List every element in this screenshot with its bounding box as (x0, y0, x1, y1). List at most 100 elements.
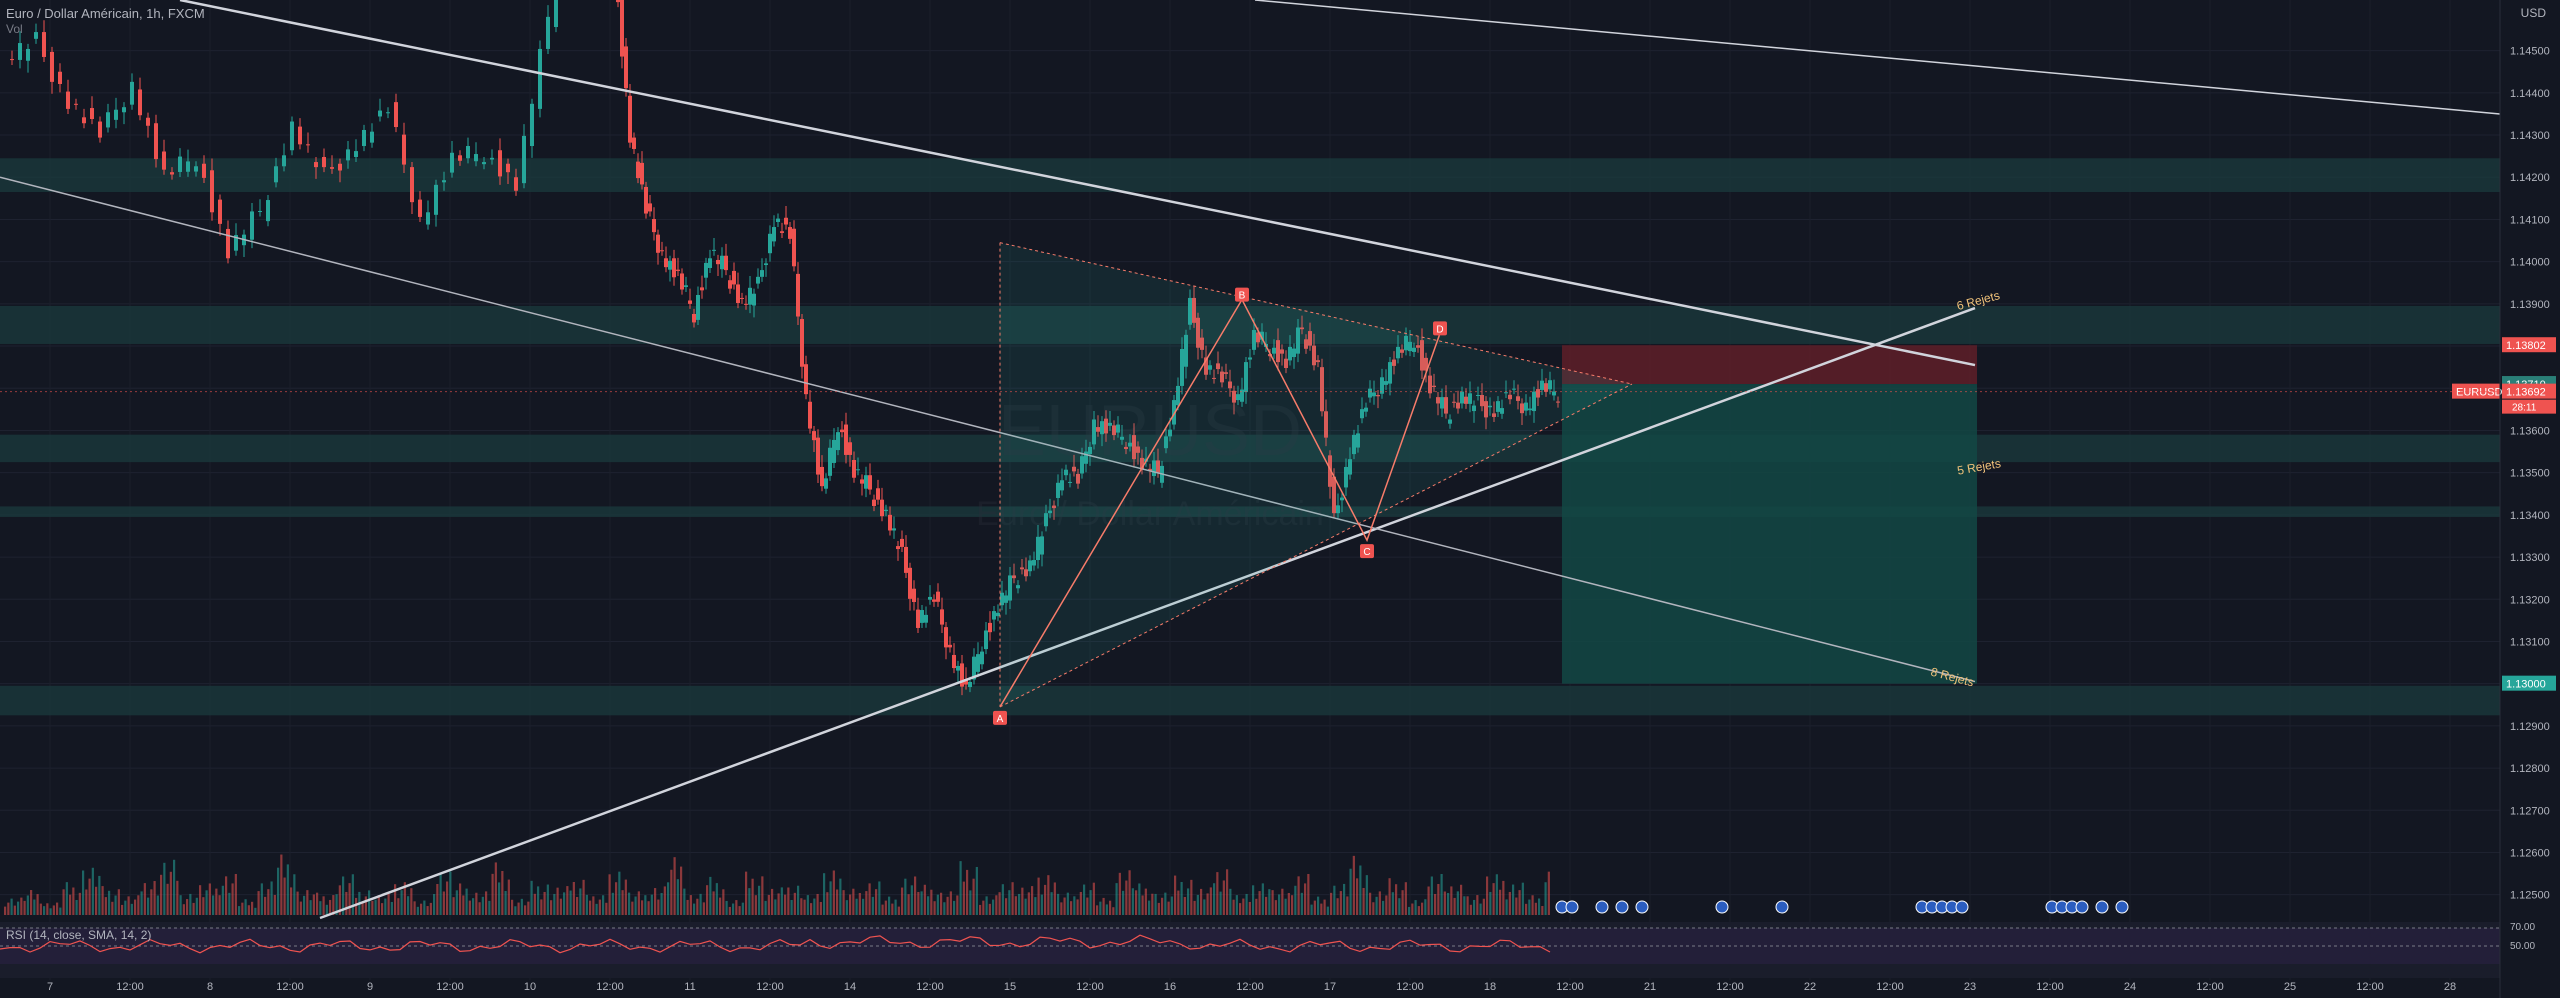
volume-bar (111, 901, 114, 915)
candle-body (1088, 446, 1092, 455)
volume-bar (959, 861, 962, 915)
volume-bar (1024, 898, 1027, 915)
volume-bar (371, 900, 374, 915)
volume-bar (241, 902, 244, 915)
candle-body (1384, 381, 1388, 385)
support-resistance-zone (0, 158, 2500, 193)
volume-bar (764, 900, 767, 915)
candle-body (66, 91, 70, 109)
candle-body (1100, 421, 1104, 435)
volume-bar (901, 887, 904, 915)
y-tick-label: 1.13400 (2510, 510, 2550, 522)
volume-bar (1274, 900, 1277, 915)
volume-bar (1222, 880, 1225, 915)
candle-body (764, 263, 768, 266)
candle-body (852, 460, 856, 478)
volume-bar (943, 902, 946, 915)
volume-bar (1401, 890, 1404, 915)
support-resistance-zone (0, 506, 2500, 517)
candle-body (1156, 460, 1160, 473)
volume-bar (20, 897, 23, 915)
volume-bar (972, 878, 975, 915)
volume-bar (771, 888, 774, 915)
volume-bar (979, 904, 982, 915)
volume-bar (670, 869, 673, 915)
volume-bar (381, 903, 384, 915)
candle-body (1420, 340, 1424, 371)
candle-body (1312, 345, 1316, 366)
candle-body (900, 538, 904, 547)
volume-bar (504, 891, 507, 915)
volume-bar (1008, 890, 1011, 915)
volume-bar (452, 897, 455, 915)
volume-bar (732, 903, 735, 915)
volume-bar (693, 903, 696, 915)
candle-body (1316, 360, 1320, 363)
volume-bar (1525, 903, 1528, 915)
volume-bar (1157, 902, 1160, 915)
volume-bar (1453, 897, 1456, 915)
pattern-point-c-marker (1360, 544, 1374, 559)
candle-body (676, 269, 680, 271)
volume-bar (468, 900, 471, 915)
volume-bar (1450, 886, 1453, 915)
tag-target-high: 1.13802 (2506, 340, 2546, 352)
volume-bar (1073, 896, 1076, 915)
candle-body (1468, 393, 1472, 404)
volume-bar (403, 882, 406, 915)
volume-bar (836, 889, 839, 915)
volume-bar (303, 895, 306, 915)
volume-bar (160, 874, 163, 915)
volume-bar (852, 888, 855, 915)
volume-bar (52, 905, 55, 915)
rsi-label[interactable]: RSI (14, close, SMA, 14, 2) (6, 928, 152, 942)
candle-body (664, 258, 668, 268)
candle-body (538, 48, 542, 109)
volume-bar (1421, 902, 1424, 915)
event-icon (2075, 900, 2089, 914)
candle-body (154, 123, 158, 160)
volume-bar (507, 879, 510, 915)
tag-current-2-bg (2502, 383, 2556, 399)
symbol-title[interactable]: Euro / Dollar Américain, 1h, FXCM (6, 6, 205, 21)
volume-bar (517, 902, 520, 915)
y-tick-label: 1.14100 (2510, 214, 2550, 226)
candle-body (752, 293, 756, 306)
volume-bar (540, 899, 543, 915)
x-tick-label: 12:00 (1716, 981, 1744, 993)
volume-bar (1362, 888, 1365, 915)
candle-body (1064, 469, 1068, 476)
volume-bar (875, 889, 878, 915)
volume-bar (1291, 895, 1294, 915)
pattern-triangle (1000, 242, 1632, 707)
volume-bar (1261, 883, 1264, 915)
volume-bar (530, 880, 533, 915)
volume-bar (722, 889, 725, 915)
volume-bar (884, 900, 887, 915)
volume-bar (1248, 901, 1251, 915)
volume-bar (1427, 886, 1430, 915)
candle-body (632, 137, 636, 149)
volume-bar (1037, 877, 1040, 915)
volume-bar (212, 895, 215, 915)
candle-body (652, 219, 656, 233)
volume-bar (1534, 902, 1537, 915)
volume-bar (556, 887, 559, 915)
volume-bar (442, 891, 445, 915)
candle-body (956, 665, 960, 671)
volume-bar (1518, 890, 1521, 915)
currency-label: USD (2520, 6, 2546, 20)
candle-body (1284, 358, 1288, 368)
volume-bar (953, 900, 956, 915)
volume-bar (1346, 896, 1349, 915)
volume-bar (4, 906, 7, 915)
x-tick-label: 14 (844, 981, 856, 993)
candle-body (888, 514, 892, 531)
candle-body (1020, 567, 1024, 570)
candle-body (704, 262, 708, 278)
candle-body (58, 71, 62, 84)
volume-bar (13, 905, 16, 915)
candle-body (620, 0, 624, 57)
tag-current-2: 1.13692 (2506, 387, 2546, 399)
